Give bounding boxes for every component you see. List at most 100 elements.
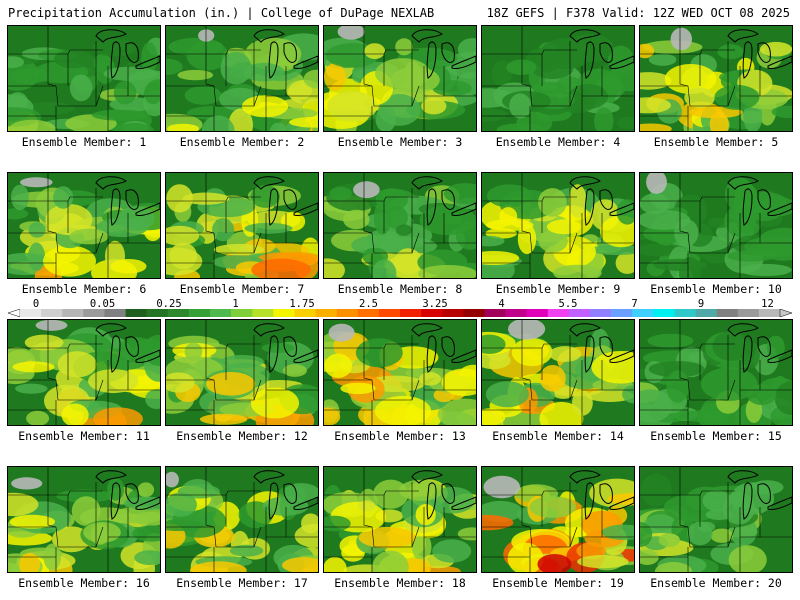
legend-swatch [146,309,169,317]
legend-swatch [421,309,443,317]
legend-tick-label: 3.25 [422,298,448,310]
legend-tick-label: 2.5 [359,298,378,310]
legend-swatch [611,309,633,317]
ensemble-member-label: Ensemble Member: 16 [18,576,150,590]
legend-swatch [568,309,591,317]
ensemble-member-label: Ensemble Member: 20 [650,576,782,590]
precip-map-16 [8,467,160,572]
legend-swatch [357,309,380,317]
precip-map-10 [640,173,792,278]
color-scale-legend: 0 0.05 0.25 1 1.75 2.5 3.25 4 5.5 7 9 12 [8,298,792,324]
precip-map-9 [482,173,634,278]
legend-swatch [41,309,63,317]
legend-swatch [378,309,401,317]
precip-map-13 [324,320,476,425]
legend-tick-label: 1 [232,298,239,310]
ensemble-panel-16 [7,466,161,573]
legend-tick-label: 7 [631,298,638,310]
ensemble-member-label: Ensemble Member: 11 [18,429,150,443]
ensemble-panel-12 [165,319,319,426]
ensemble-panel-7 [165,172,319,279]
precip-map-15 [640,320,792,425]
precip-map-1 [8,26,160,131]
legend-max-arrow [779,309,792,317]
ensemble-member-label: Ensemble Member: 8 [337,282,463,296]
precip-map-5 [640,26,792,131]
legend-swatch [188,309,211,317]
ensemble-panel-4 [481,25,635,132]
ensemble-member-label: Ensemble Member: 3 [337,135,463,149]
legend-swatch [758,309,781,317]
legend-swatch [20,309,42,317]
ensemble-panel-8 [323,172,477,279]
legend-swatch [83,309,105,317]
legend-swatch [442,309,464,317]
legend-swatch [505,309,527,317]
ensemble-member-label: Ensemble Member: 6 [21,282,147,296]
ensemble-member-label: Ensemble Member: 5 [653,135,779,149]
legend-swatch [737,309,760,317]
ensemble-panel-14 [481,319,635,426]
ensemble-member-label: Ensemble Member: 7 [179,282,305,296]
legend-swatch [463,309,485,317]
ensemble-member-label: Ensemble Member: 12 [176,429,308,443]
precip-map-19 [482,467,634,572]
legend-swatch [653,309,675,317]
ensemble-panel-15 [639,319,793,426]
precip-map-8 [324,173,476,278]
ensemble-panel-1 [7,25,161,132]
ensemble-member-label: Ensemble Member: 4 [495,135,621,149]
ensemble-member-label: Ensemble Member: 10 [650,282,782,296]
ensemble-member-label: Ensemble Member: 18 [334,576,466,590]
ensemble-panel-10 [639,172,793,279]
legend-swatch [526,309,549,317]
ensemble-panel-17 [165,466,319,573]
ensemble-panel-20 [639,466,793,573]
precip-map-7 [166,173,318,278]
ensemble-panel-18 [323,466,477,573]
legend-tick-label: 0 [32,298,40,310]
legend-swatch [167,309,190,317]
precip-map-2 [166,26,318,131]
ensemble-panel-6 [7,172,161,279]
ensemble-member-label: Ensemble Member: 17 [176,576,308,590]
ensemble-member-label: Ensemble Member: 2 [179,135,305,149]
legend-swatch [62,309,84,317]
legend-tick-label: 0.05 [89,298,116,310]
ensemble-panel-13 [323,319,477,426]
model-valid-time: 18Z GEFS | F378 Valid: 12Z WED OCT 08 20… [486,6,790,20]
precip-map-12 [166,320,318,425]
precip-map-11 [8,320,160,425]
legend-swatch [294,309,316,317]
ensemble-panel-3 [323,25,477,132]
legend-swatch [716,309,739,317]
legend-swatch [273,309,295,317]
legend-swatch [125,309,147,317]
ensemble-member-label: Ensemble Member: 13 [334,429,466,443]
ensemble-panel-5 [639,25,793,132]
ensemble-panel-2 [165,25,319,132]
legend-swatch [674,309,696,317]
legend-tick-label: 1.75 [289,298,315,310]
legend-tick-label: 4 [498,298,505,310]
ensemble-member-label: Ensemble Member: 19 [492,576,624,590]
legend-swatch [315,309,337,317]
legend-swatch [336,309,359,317]
ensemble-panel-19 [481,466,635,573]
ensemble-panel-11 [7,319,161,426]
legend-swatch [695,309,717,317]
precip-map-20 [640,467,792,572]
legend-swatch [484,309,506,317]
precip-map-18 [324,467,476,572]
ensemble-member-label: Ensemble Member: 1 [21,135,147,149]
precip-map-17 [166,467,318,572]
legend-swatch [632,309,654,317]
ensemble-member-label: Ensemble Member: 15 [650,429,782,443]
ensemble-member-label: Ensemble Member: 9 [495,282,621,296]
legend-swatch [231,309,253,317]
legend-min-arrow [8,309,21,317]
precip-map-6 [8,173,160,278]
color-scale-bar [8,309,792,317]
legend-tick-label: 12 [761,298,774,310]
legend-swatch [104,309,126,317]
